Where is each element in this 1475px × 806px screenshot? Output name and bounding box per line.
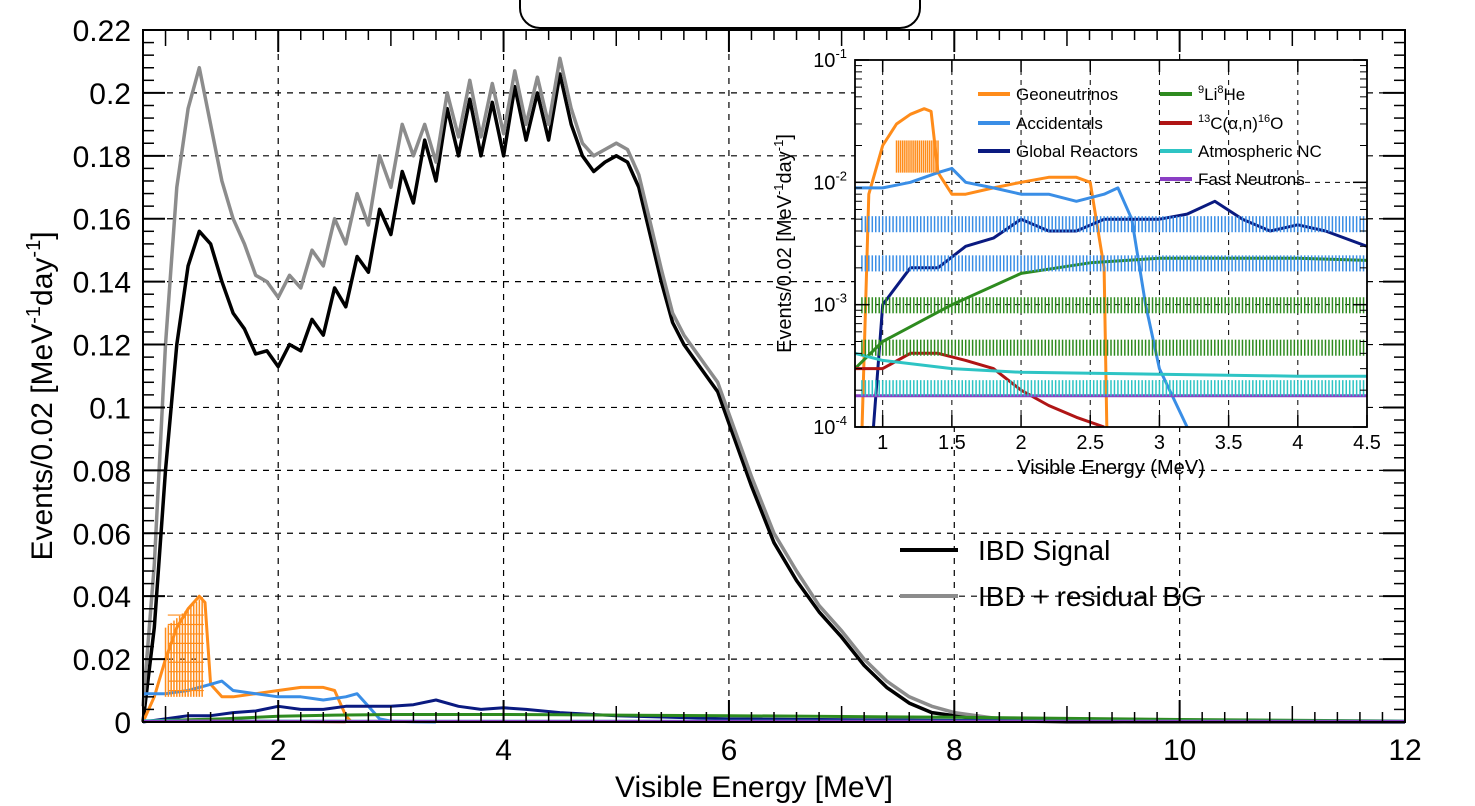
inset-x-tick-label: 3.5	[1215, 432, 1243, 454]
inset-y-tick-label: 10-4	[813, 413, 847, 439]
main-y-tick-label: 0.08	[73, 455, 131, 488]
inset-series-line	[860, 107, 1109, 427]
inset-legend: Geoneutrinos Accidentals Global Reactors 9L…	[978, 84, 1322, 189]
inset-y-label-ylabel_sup2: -1	[771, 140, 786, 152]
main-x-axis-label: Visible Energy [MeV]	[615, 771, 893, 804]
inset-y-label-ylabel_end: ]	[774, 134, 796, 140]
inset-legend-text: Accidentals	[1016, 114, 1103, 133]
inset-y-tick-base: 10	[813, 295, 835, 317]
main-y-tick-label: 0.18	[73, 141, 131, 174]
main-y-tick-label: 0.2	[89, 78, 131, 111]
inset-y-tick-base: 10	[813, 50, 835, 72]
main-x-tick-label: 8	[946, 734, 963, 767]
main-series-line	[141, 594, 353, 724]
top-frame-box	[519, 0, 921, 29]
inset-y-tick-label: 10-1	[813, 46, 847, 72]
inset-legend-text: He	[1223, 85, 1245, 104]
inset-x-tick-label: 2.5	[1076, 432, 1104, 454]
main-series-line	[141, 72, 1405, 724]
inset-series	[855, 107, 1367, 427]
main-y-axis-label: Events/0.02 [MeV-1day-1]	[23, 231, 59, 560]
inset-plot-frame	[854, 59, 1368, 428]
inset-y-tick-base: 10	[813, 172, 835, 194]
main-y-tick-label: 0.16	[73, 204, 131, 237]
inset-legend-text: O	[1270, 114, 1283, 133]
main-y-tick-label: 0	[114, 707, 131, 740]
main-x-tick-label: 4	[495, 734, 512, 767]
inset-series-line	[855, 351, 1367, 378]
main-y-tick-label: 0.12	[73, 330, 131, 363]
inset-x-tick-label: 1	[877, 432, 888, 454]
inset-y-tick-label: 10-2	[813, 168, 847, 194]
main-y-label-ylabel_sup2: -1	[23, 240, 45, 258]
inset-y-axis-label: Events/0.02 [MeV-1day-1]	[771, 134, 796, 353]
inset-legend-text: Fast Neutrons	[1198, 170, 1305, 189]
main-legend-label: IBD Signal	[978, 535, 1110, 566]
inset-legend-text: C(α,n)	[1210, 114, 1258, 133]
main-y-label-ylabel: Events/0.02 [MeV	[26, 324, 59, 561]
main-series-line	[143, 679, 437, 724]
main-y-tick-label: 0.22	[73, 15, 131, 48]
inset-legend-sup: 8	[1217, 84, 1223, 96]
inset-x-tick-label: 4.5	[1353, 432, 1381, 454]
inset-legend-label: Atmospheric NC	[1198, 142, 1322, 161]
inset-legend-label: Global Reactors	[1016, 142, 1138, 161]
main-y-tick-label: 0.1	[89, 392, 131, 425]
inset-ticks: 1 1.5 2 2.5 3 3.5 4 4.510-410-310-210-1	[813, 46, 1381, 454]
inset-x-tick-label: 2	[1015, 432, 1026, 454]
main-y-label-ylabel_sup1: -1	[23, 306, 45, 324]
inset-legend-label: Fast Neutrons	[1198, 170, 1305, 189]
inset-y-label-ylabel_sup1: -1	[771, 183, 786, 195]
inset-legend-label: Accidentals	[1016, 114, 1103, 133]
inset-y-tick-exp: -4	[835, 413, 847, 428]
main-y-tick-label: 0.02	[73, 644, 131, 677]
inset-x-tick-label: 1.5	[938, 432, 966, 454]
main-y-tick-label: 0.14	[73, 267, 131, 300]
main-y-tick-label: 0.06	[73, 518, 131, 551]
inset-x-tick-label: 4	[1292, 432, 1303, 454]
inset-y-label-ylabel_mid: day	[774, 151, 796, 183]
main-legend-label: IBD + residual BG	[978, 581, 1203, 612]
inset-y-tick-exp: -3	[835, 291, 847, 306]
inset-legend-text: Global Reactors	[1016, 142, 1138, 161]
inset-y-tick-label: 10-3	[813, 291, 847, 317]
inset-legend-label: 9Li8He	[1198, 84, 1245, 104]
inset-legend-sup: 16	[1258, 113, 1270, 125]
inset-y-tick-exp: -1	[835, 46, 847, 61]
inset-series-line	[855, 166, 1189, 427]
main-y-label-ylabel_end: ]	[26, 231, 59, 239]
main-x-tick-label: 10	[1163, 734, 1196, 767]
inset-legend-text: Geoneutrinos	[1016, 85, 1118, 104]
inset-x-tick-label: 3	[1154, 432, 1165, 454]
inset-legend-sup: 13	[1198, 113, 1210, 125]
main-x-tick-label: 12	[1388, 734, 1421, 767]
main-series-line	[141, 56, 1405, 724]
main-y-label-ylabel_mid: day	[26, 258, 59, 306]
main-legend: IBD Signal IBD + residual BG	[900, 535, 1203, 612]
inset-legend-sup: 9	[1198, 84, 1204, 96]
inset-legend-label: 13C(α,n)16O	[1198, 113, 1283, 133]
main-y-tick-label: 0.04	[73, 581, 131, 614]
inset-legend-text: Li	[1204, 85, 1217, 104]
main-x-tick-label: 6	[721, 734, 738, 767]
inset-y-tick-base: 10	[813, 417, 835, 439]
inset-y-label-ylabel: Events/0.02 [MeV	[774, 194, 796, 353]
main-geoneutrino-hatch	[164, 596, 204, 697]
main-x-tick-label: 2	[270, 734, 287, 767]
inset-plot-area: 1 1.5 2 2.5 3 3.5 4 4.510-410-310-210-1	[813, 46, 1381, 454]
inset-y-tick-exp: -2	[835, 168, 847, 183]
inset-legend-label: Geoneutrinos	[1016, 85, 1118, 104]
inset-legend-text: Atmospheric NC	[1198, 142, 1322, 161]
inset-x-axis-label: Visible Energy (MeV)	[1017, 457, 1204, 479]
main-ticks: 0 0.02 0.04 0.06 0.08 0.1 0.12 0.14 0.16 0.18 0.2 0…	[73, 15, 1422, 767]
